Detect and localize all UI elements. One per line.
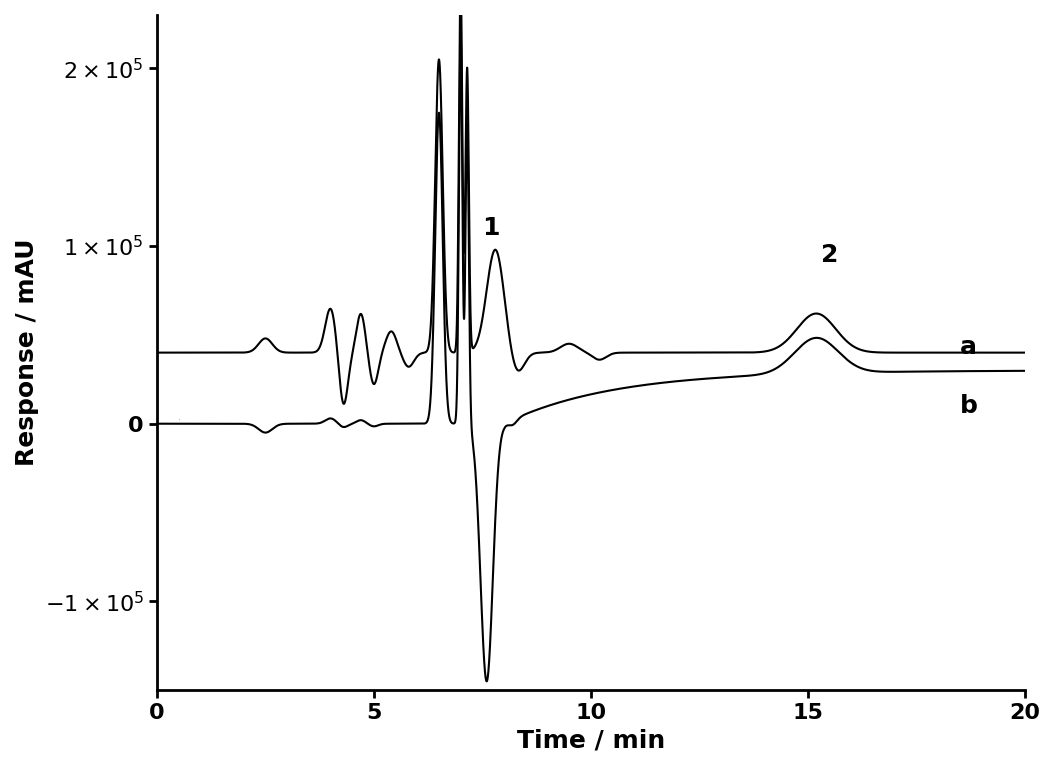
Text: a: a [959, 336, 977, 359]
Text: b: b [959, 394, 977, 418]
Y-axis label: Response / mAU: Response / mAU [15, 239, 39, 466]
X-axis label: Time / min: Time / min [517, 729, 665, 753]
Text: 2: 2 [821, 243, 838, 267]
Text: 1: 1 [482, 217, 500, 240]
